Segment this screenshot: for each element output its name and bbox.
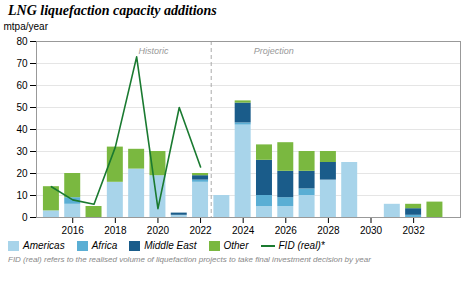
svg-text:2026: 2026 <box>275 225 298 236</box>
html-text:Africa: Africa <box>91 240 118 251</box>
svg-text:mtpa/year: mtpa/year <box>4 21 49 32</box>
svg-text:2024: 2024 <box>232 225 255 236</box>
svg-text:70: 70 <box>16 58 28 69</box>
svg-text:10: 10 <box>16 190 28 201</box>
svg-text:20: 20 <box>16 168 28 179</box>
svg-text:80: 80 <box>16 36 28 47</box>
svg-text:2016: 2016 <box>62 225 85 236</box>
html-text:Middle East: Middle East <box>144 240 197 251</box>
html-text:LNG liquefaction capacity addi: LNG liquefaction capacity additions <box>8 3 217 18</box>
svg-text:Historic: Historic <box>139 46 170 56</box>
html-text:Americas: Americas <box>23 240 65 251</box>
svg-text:2020: 2020 <box>147 225 170 236</box>
svg-text:0: 0 <box>22 212 28 223</box>
svg-text:2032: 2032 <box>403 225 426 236</box>
svg-text:2018: 2018 <box>104 225 127 236</box>
svg-text:2028: 2028 <box>317 225 340 236</box>
html-text:Other: Other <box>223 240 249 251</box>
svg-text:2030: 2030 <box>360 225 383 236</box>
svg-text:Projection: Projection <box>254 46 294 56</box>
svg-text:30: 30 <box>16 146 28 157</box>
svg-text:40: 40 <box>16 124 28 135</box>
svg-text:60: 60 <box>16 80 28 91</box>
svg-text:2022: 2022 <box>189 225 212 236</box>
svg-text:50: 50 <box>16 102 28 113</box>
html-text:FID (real) refers to the reali: FID (real) refers to the realised volume… <box>8 255 371 264</box>
html-text:FID (real)*: FID (real)* <box>278 240 325 251</box>
